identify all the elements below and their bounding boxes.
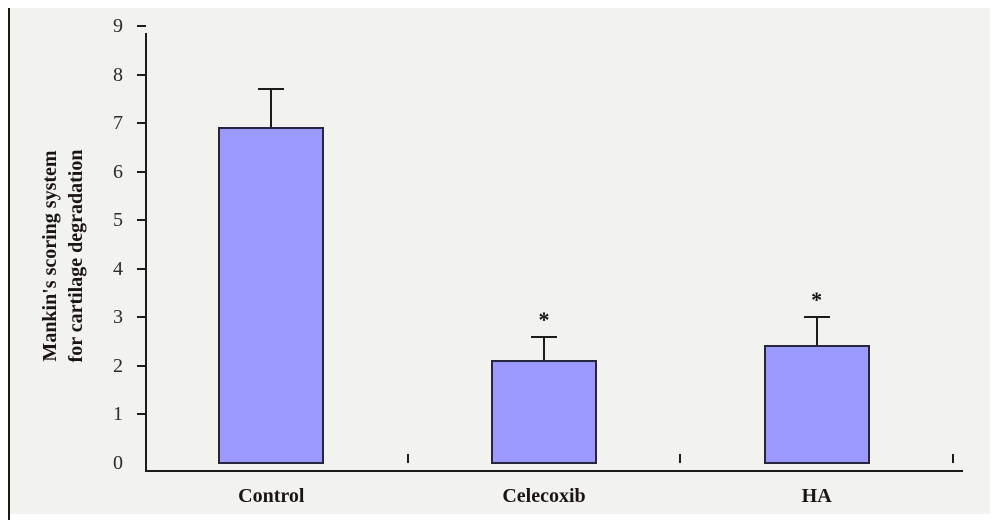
y-tick-label: 8 xyxy=(113,63,123,86)
y-axis-tick xyxy=(137,316,146,319)
x-category-label: Celecoxib xyxy=(502,485,586,507)
x-category-label: HA xyxy=(801,485,832,507)
bar-celecoxib xyxy=(491,360,597,464)
y-tick-label: 2 xyxy=(113,354,123,377)
x-axis-line xyxy=(145,470,963,472)
significance-star: * xyxy=(811,287,823,313)
y-axis-tick xyxy=(137,25,146,27)
y-axis-tick xyxy=(137,267,146,270)
y-tick-label: 9 xyxy=(113,15,123,37)
error-bar-cap xyxy=(258,88,285,91)
y-axis-tick xyxy=(137,122,146,125)
y-tick-label: 6 xyxy=(113,160,123,183)
bar-ha xyxy=(763,345,870,464)
y-tick-label: 4 xyxy=(113,257,123,280)
y-axis-tick xyxy=(137,170,146,173)
x-axis-tick xyxy=(406,454,409,463)
y-tick-label: 3 xyxy=(113,306,123,329)
x-axis-tick xyxy=(952,454,954,463)
y-axis-tick xyxy=(137,219,146,222)
y-tick-label: 5 xyxy=(113,209,123,232)
x-axis-tick xyxy=(679,454,682,463)
y-tick-label: 0 xyxy=(113,452,123,474)
figure-left-border xyxy=(8,8,10,520)
error-bar-stem xyxy=(270,88,273,127)
x-category-label: Control xyxy=(238,485,305,507)
y-axis-tick xyxy=(137,73,146,76)
y-axis-tick xyxy=(137,413,146,416)
y-axis-tick xyxy=(137,364,146,367)
significance-star: * xyxy=(538,306,550,332)
y-tick-label: 1 xyxy=(113,403,123,426)
y-axis-line xyxy=(145,33,147,472)
error-bar-stem xyxy=(543,335,545,361)
error-bar-cap xyxy=(531,335,557,338)
y-axis-title-line1: Mankin's scoring system xyxy=(39,150,61,362)
error-bar-cap xyxy=(803,316,830,319)
error-bar-stem xyxy=(815,316,818,346)
bar-control xyxy=(218,126,325,464)
y-tick-label: 7 xyxy=(113,112,123,135)
plot-panel: Mankin's scoring system for cartilage de… xyxy=(10,8,990,514)
